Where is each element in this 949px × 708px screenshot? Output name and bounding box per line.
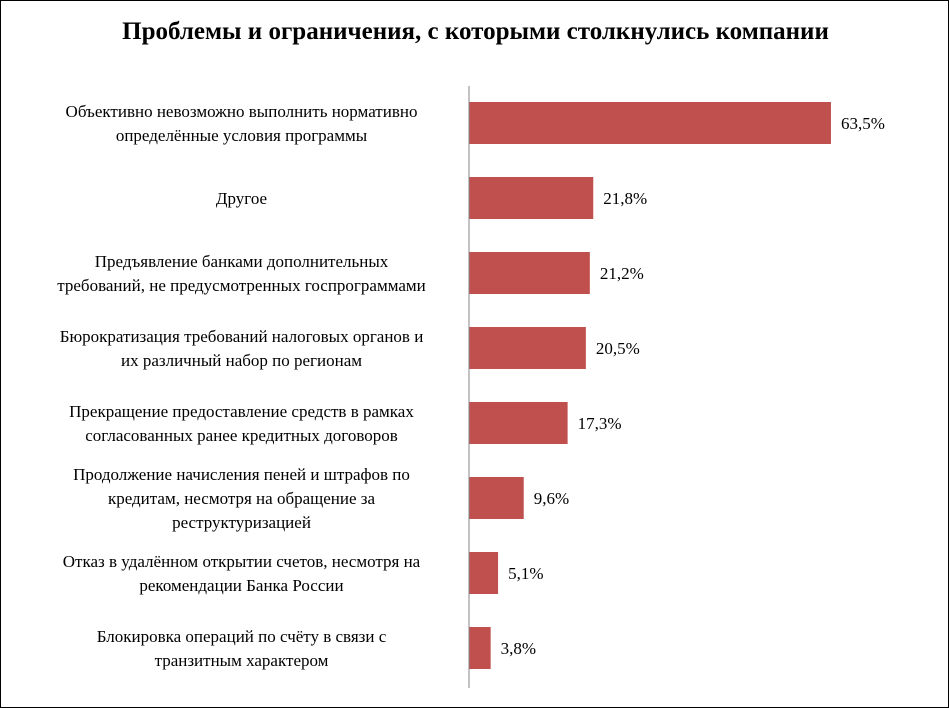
data-label-7: 5,1% (508, 564, 543, 583)
category-label-4: Бюрократизация требований налоговых орга… (60, 327, 424, 370)
bar-5 (469, 402, 568, 444)
data-label-8: 3,8% (501, 639, 536, 658)
category-label-5: Прекращение предоставление средств в рам… (69, 402, 414, 445)
data-label-5: 17,3% (578, 414, 622, 433)
data-label-1: 63,5% (841, 114, 885, 133)
chart-title: Проблемы и ограничения, с которыми столк… (122, 18, 829, 45)
data-label-3: 21,2% (600, 264, 644, 283)
data-label-4: 20,5% (596, 339, 640, 358)
bar-7 (469, 552, 499, 594)
category-label-8: Блокировка операций по счёту в связи с тр… (97, 627, 387, 670)
bar-8 (469, 627, 491, 669)
data-label-6: 9,6% (534, 489, 569, 508)
category-label-1: Объективно невозможно выполнить норматив… (66, 102, 418, 145)
bar-2 (469, 177, 594, 219)
bar-4 (469, 327, 586, 369)
bar-6 (469, 477, 524, 519)
category-label-7: Отказ в удалённом открытии счетов, несмо… (63, 552, 421, 595)
bar-1 (469, 102, 831, 144)
data-label-2: 21,8% (603, 189, 647, 208)
bar-3 (469, 252, 590, 294)
category-label-2: Другое (216, 189, 267, 208)
category-label-3: Предъявление банками дополнительных требо… (57, 252, 426, 295)
category-label-6: Продолжение начисления пеней и штрафов п… (73, 465, 410, 532)
